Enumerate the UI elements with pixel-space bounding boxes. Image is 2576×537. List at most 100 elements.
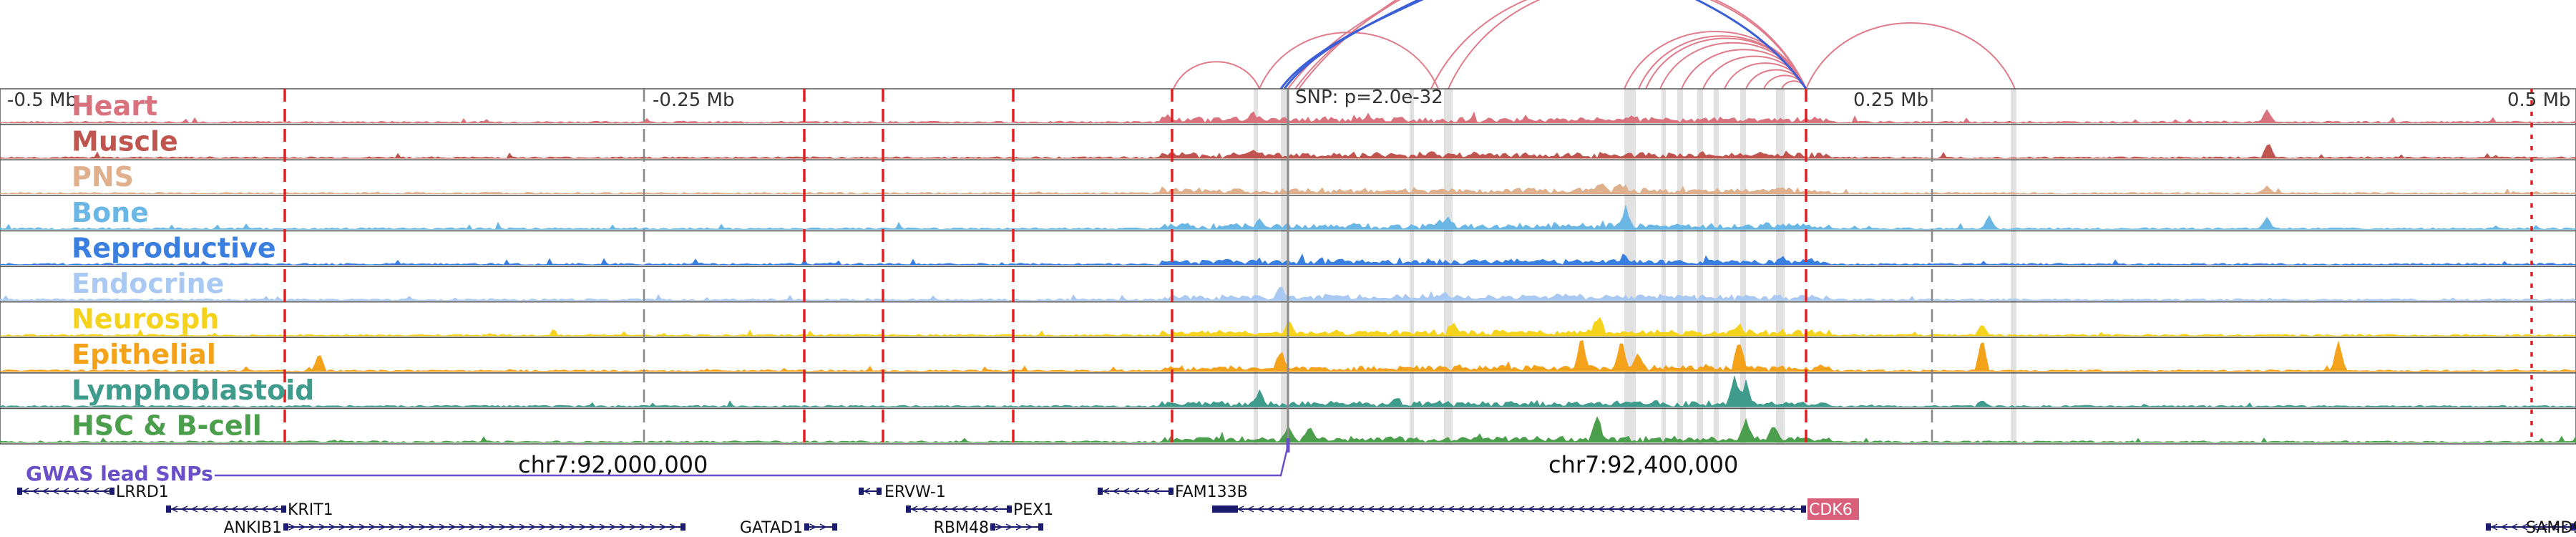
strand-arrow xyxy=(1507,505,1515,513)
gene-label: LRRD1 xyxy=(116,483,169,501)
track-label: Endocrine xyxy=(72,268,224,299)
strand-arrow xyxy=(990,505,998,513)
strand-arrow xyxy=(389,523,396,531)
gene-label: CDK6 xyxy=(1809,501,1853,519)
gene-label: SAMD9 xyxy=(2526,519,2576,537)
coord-right-label: chr7:92,400,000 xyxy=(1548,451,1738,478)
track-label: Muscle xyxy=(72,126,178,158)
strand-arrow xyxy=(479,523,487,531)
strand-arrow xyxy=(72,488,79,495)
strand-arrow xyxy=(1387,505,1395,513)
strand-arrow xyxy=(230,505,238,513)
strand-arrow xyxy=(1477,505,1485,513)
strand-arrow xyxy=(1427,505,1435,513)
strand-arrow xyxy=(1287,505,1294,513)
strand-arrow xyxy=(92,488,99,495)
strand-arrow xyxy=(318,523,326,531)
strand-arrow xyxy=(31,488,39,495)
gene-exon xyxy=(906,505,911,513)
gene-label: PEX1 xyxy=(1013,501,1053,519)
strand-arrow xyxy=(1005,523,1013,531)
loop-arc-pink xyxy=(1259,32,1439,90)
strand-arrow xyxy=(509,523,517,531)
track-signal xyxy=(0,144,2576,159)
strand-arrow xyxy=(1417,505,1425,513)
gene-ervw-1: ERVW-1 xyxy=(859,483,946,501)
strand-arrow xyxy=(1667,505,1675,513)
strand-arrow xyxy=(2530,523,2538,531)
strand-arrow xyxy=(1617,505,1625,513)
strand-arrow xyxy=(2540,523,2548,531)
strand-arrow xyxy=(1377,505,1385,513)
strand-arrow xyxy=(619,523,627,531)
strand-arrow xyxy=(1577,505,1585,513)
strand-arrow xyxy=(940,505,948,513)
strand-arrow xyxy=(308,523,316,531)
strand-arrow xyxy=(1717,505,1725,513)
strand-arrow xyxy=(950,505,958,513)
strand-arrow xyxy=(1767,505,1775,513)
strand-arrow xyxy=(1467,505,1475,513)
strand-arrow xyxy=(960,505,968,513)
strand-arrow xyxy=(1757,505,1765,513)
strand-arrow xyxy=(21,488,29,495)
strand-arrow xyxy=(1627,505,1635,513)
strand-arrow xyxy=(1557,505,1565,513)
gene-exon xyxy=(877,488,882,495)
gene-label: RBM48 xyxy=(934,519,989,537)
strand-arrow xyxy=(288,523,296,531)
loop-arc-pink xyxy=(1624,30,1807,90)
strand-arrow xyxy=(1597,505,1605,513)
strand-arrow xyxy=(1697,505,1705,513)
strand-arrow xyxy=(1747,505,1755,513)
strand-arrow xyxy=(1497,505,1505,513)
loop-arc-pink xyxy=(1173,61,1260,90)
coordinate-labels: chr7:92,000,000 chr7:92,400,000 xyxy=(518,451,1738,478)
gene-rbm48: RBM48 xyxy=(934,519,1043,537)
gene-highlight-box xyxy=(1807,498,1859,520)
strand-arrow xyxy=(1277,505,1284,513)
strand-arrow xyxy=(2560,523,2568,531)
gene-exon xyxy=(17,488,22,495)
strand-arrow xyxy=(348,523,356,531)
strand-arrow xyxy=(1337,505,1345,513)
strand-arrow xyxy=(2520,523,2528,531)
strand-arrow xyxy=(589,523,597,531)
track-label: Bone xyxy=(72,197,149,228)
loop-arc-pink xyxy=(1294,0,1401,90)
loop-arc-blue xyxy=(1283,0,1421,90)
axis-q1-label: -0.25 Mb xyxy=(653,90,734,111)
strand-arrow xyxy=(1547,505,1555,513)
strand-arrow xyxy=(1122,488,1130,495)
axis-left-label: -0.5 Mb xyxy=(7,90,77,111)
strand-arrow xyxy=(1297,505,1304,513)
strand-arrow xyxy=(1457,505,1465,513)
strand-arrow xyxy=(52,488,59,495)
gene-exon xyxy=(680,523,686,531)
track-label: PNS xyxy=(72,161,134,193)
strand-arrow xyxy=(1015,523,1023,531)
gene-exon xyxy=(1801,505,1806,513)
track-label: Neurosph xyxy=(72,304,219,335)
gene-label: FAM133B xyxy=(1175,483,1248,501)
gene-label: ERVW-1 xyxy=(884,483,946,501)
strand-arrow xyxy=(250,505,258,513)
strand-arrow xyxy=(609,523,617,531)
strand-arrow xyxy=(1567,505,1575,513)
gene-ankib1: ANKIB1 xyxy=(223,519,686,537)
gene-exon xyxy=(859,488,864,495)
strand-arrow xyxy=(240,505,248,513)
strand-arrow xyxy=(220,505,228,513)
strand-arrow xyxy=(102,488,109,495)
strand-arrow xyxy=(1727,505,1735,513)
strand-arrow xyxy=(1307,505,1314,513)
strand-arrow xyxy=(1397,505,1405,513)
loop-arc-blue xyxy=(1694,0,1807,90)
strand-arrow xyxy=(1607,505,1615,513)
strand-arrow xyxy=(1025,523,1033,531)
strand-arrow xyxy=(1777,505,1785,513)
strand-arrow xyxy=(2550,523,2558,531)
strand-arrow xyxy=(863,488,871,495)
strand-arrow xyxy=(920,505,928,513)
